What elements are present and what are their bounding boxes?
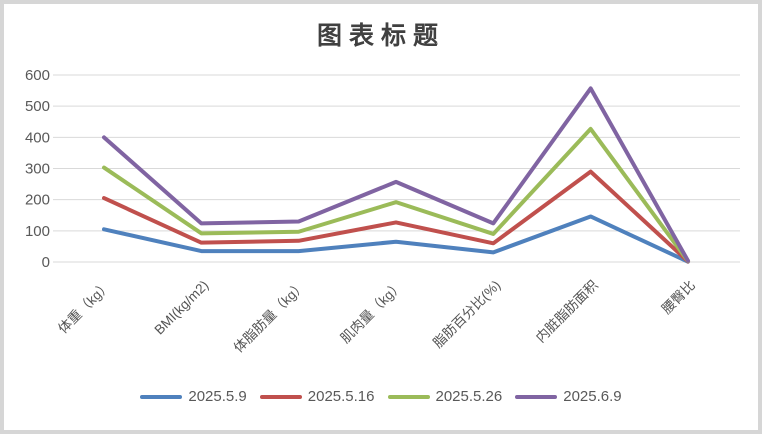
x-axis-category-label: 体脂肪量（kg） <box>231 278 309 356</box>
y-axis-tick-label: 400 <box>25 129 50 146</box>
legend-line-swatch-icon <box>387 394 430 399</box>
legend-line-swatch-icon <box>140 394 183 399</box>
x-axis-category-label: 肌肉量（kg） <box>338 278 406 346</box>
legend-label: 2025.5.16 <box>307 388 375 405</box>
y-axis-tick-label: 300 <box>25 161 50 178</box>
series-line-2025.6.9 <box>102 86 690 263</box>
y-axis-tick-label: 200 <box>25 192 50 209</box>
series-line-2025.5.16 <box>102 169 690 264</box>
series-line-2025.5.9 <box>102 214 690 264</box>
x-axis-category-label: 内脏脂肪面积 <box>533 278 601 346</box>
legend-label: 2025.6.9 <box>563 388 622 405</box>
chart-title: 图表标题 <box>316 22 445 50</box>
x-axis-category-label: 腰臀比 <box>659 278 698 317</box>
x-axis-category-label: 体重（kg） <box>55 278 114 337</box>
legend-label: 2025.5.26 <box>435 388 503 405</box>
legend-item-2025.5.9[interactable]: 2025.5.9 <box>140 388 247 405</box>
legend-line-swatch-icon <box>515 394 558 399</box>
chart-legend: 2025.5.9 2025.5.16 2025.5.26 2025.6.9 <box>4 388 758 405</box>
y-axis-tick-label: 0 <box>42 254 50 271</box>
legend-label: 2025.5.9 <box>188 388 247 405</box>
x-axis-category-label: 脂肪百分比(%) <box>430 278 503 351</box>
y-axis-tick-label: 500 <box>25 98 50 115</box>
y-axis-tick-label: 600 <box>25 67 50 84</box>
legend-line-swatch-icon <box>259 394 302 399</box>
legend-item-2025.6.9[interactable]: 2025.6.9 <box>515 388 622 405</box>
y-axis-tick-label: 100 <box>25 223 50 240</box>
x-axis-category-label: BMI(kg/m2) <box>152 278 212 338</box>
series-line-2025.5.26 <box>102 126 690 264</box>
legend-item-2025.5.16[interactable]: 2025.5.16 <box>259 388 375 405</box>
legend-item-2025.5.26[interactable]: 2025.5.26 <box>387 388 503 405</box>
